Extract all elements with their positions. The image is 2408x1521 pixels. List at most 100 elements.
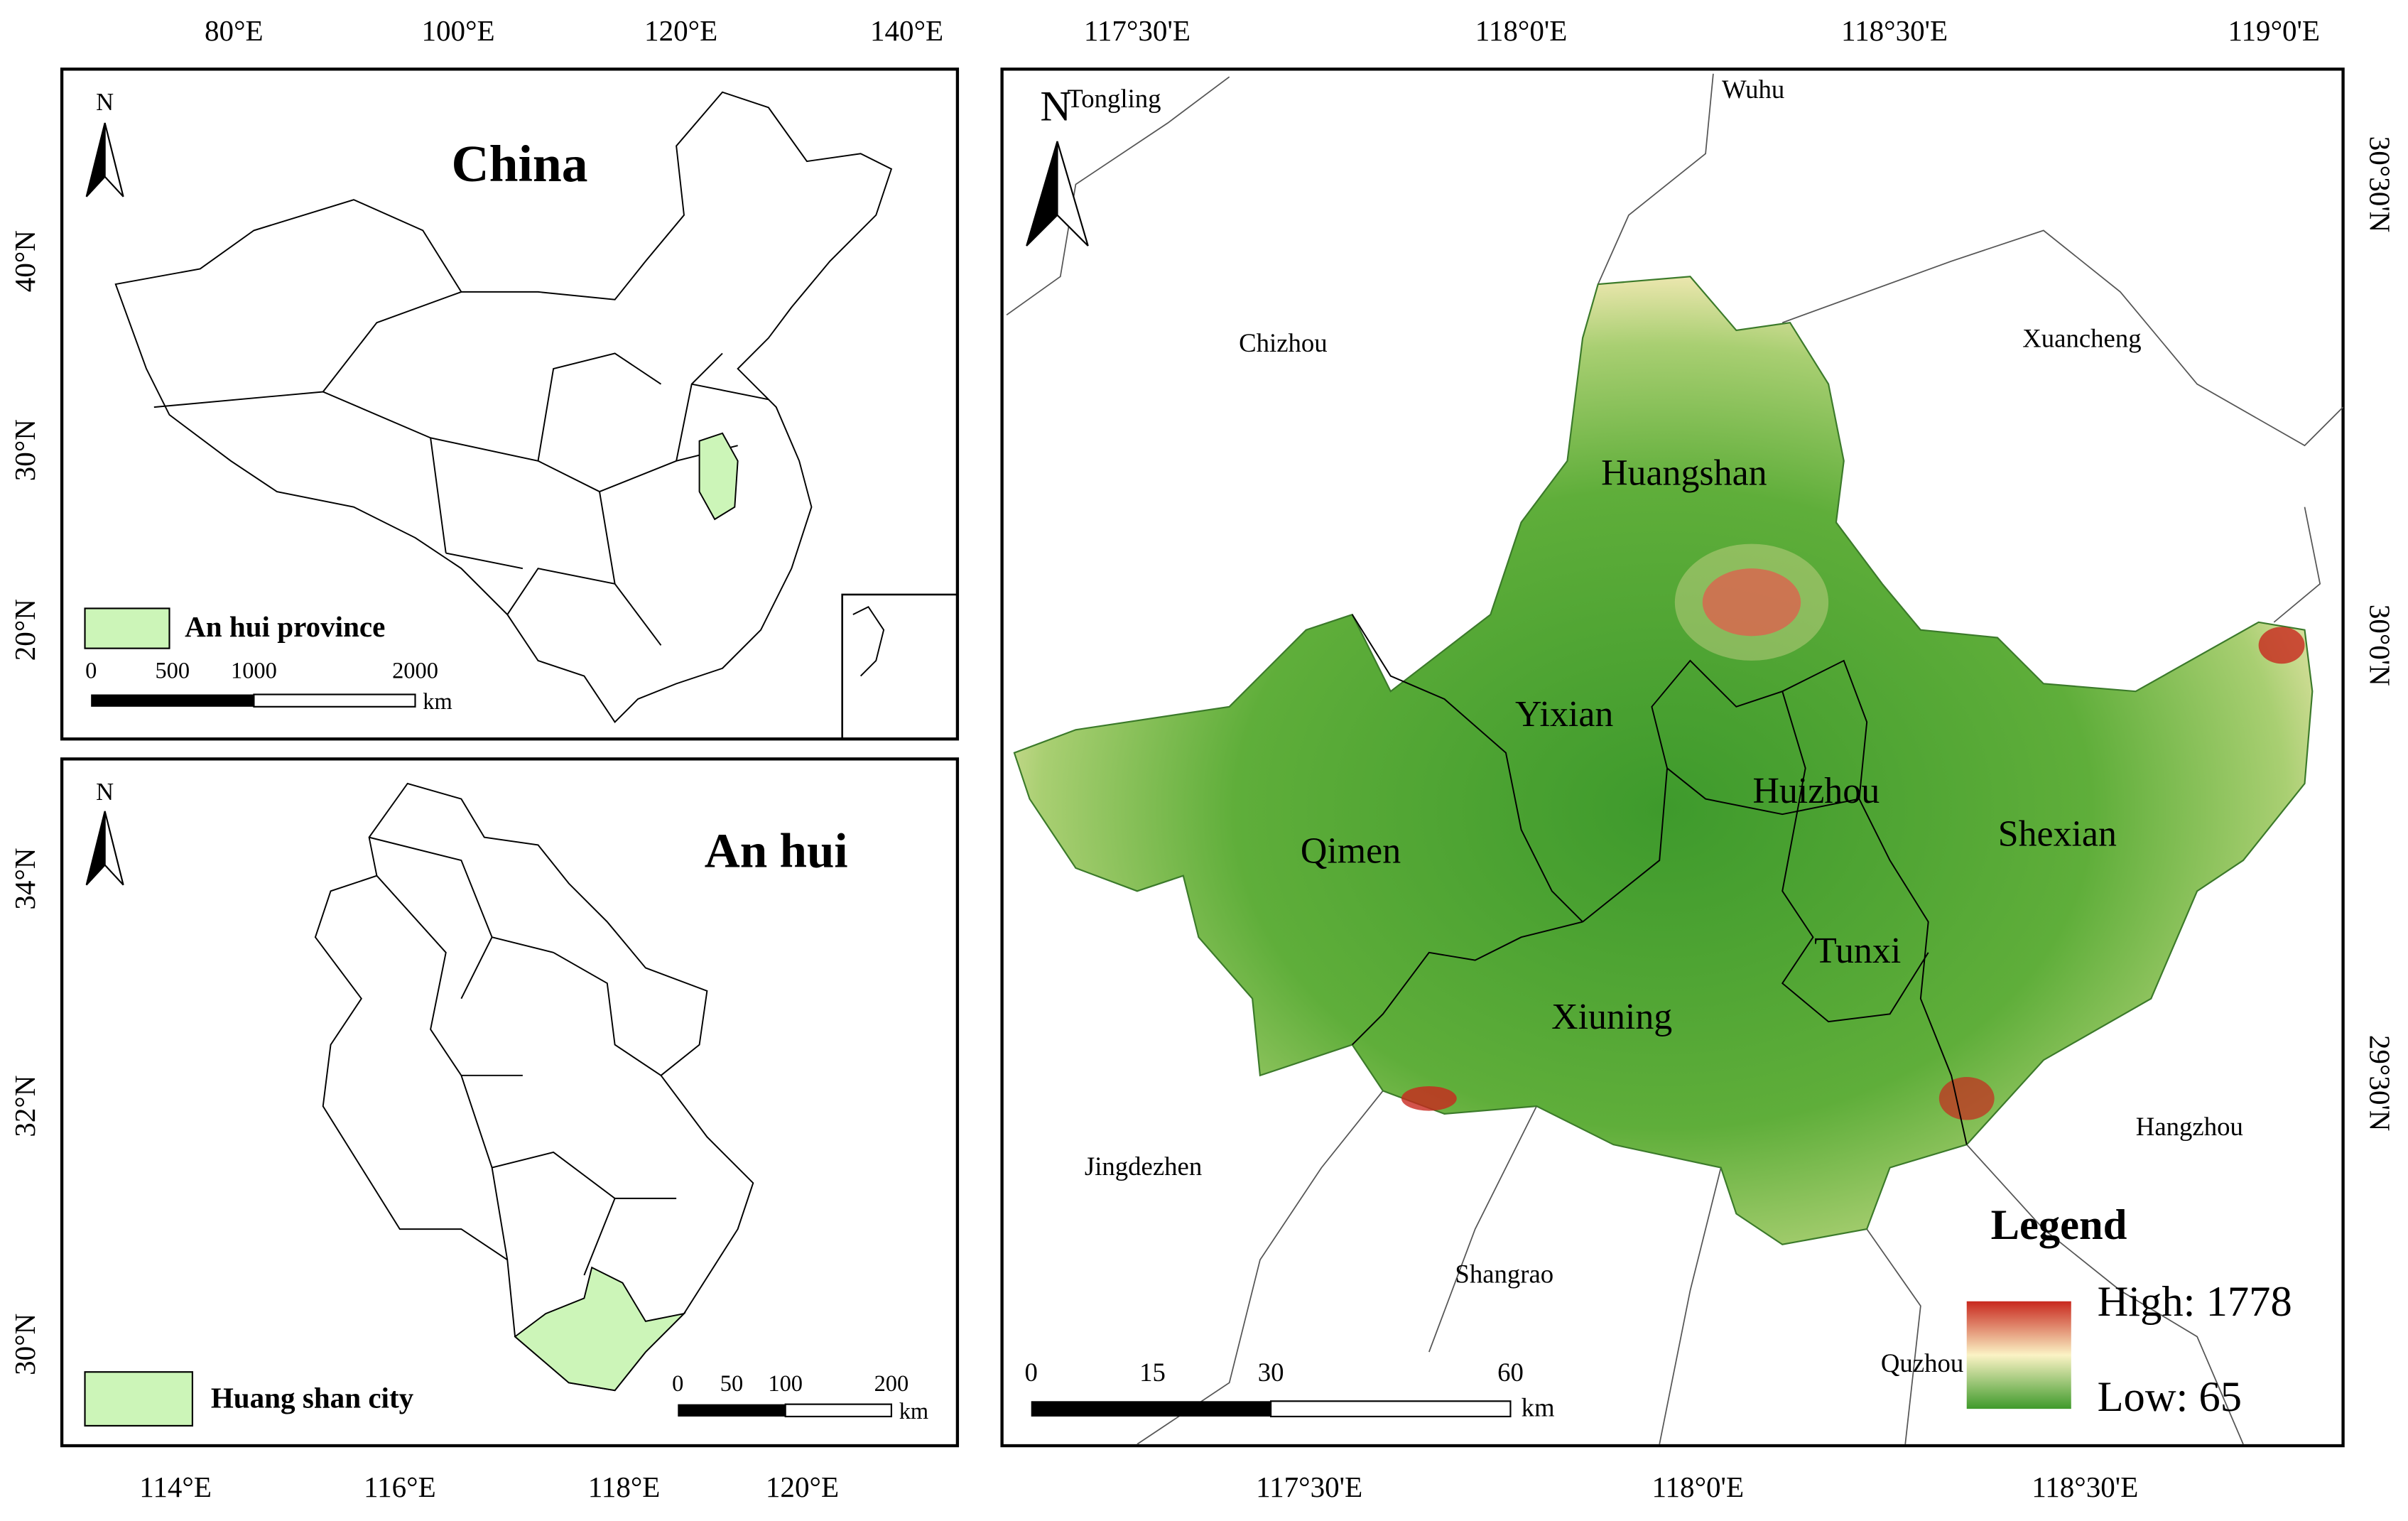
neighbor-label: Tongling	[1067, 84, 1161, 113]
north-arrow	[85, 122, 106, 197]
district-label: Xiuning	[1551, 997, 1672, 1037]
lat-tick: 20°N	[9, 599, 41, 661]
scale-label: 500	[155, 659, 190, 684]
scale-bar	[1269, 1400, 1512, 1418]
scale-bar	[784, 1403, 892, 1418]
neighbor-label: Shangrao	[1455, 1260, 1553, 1289]
neighbor-label: Wuhu	[1722, 75, 1784, 104]
lat-tick: 30°0'N	[2364, 605, 2397, 686]
scale-label: 60	[1497, 1358, 1524, 1387]
scale-bar	[91, 694, 254, 707]
legend-title: Legend	[1991, 1201, 2127, 1249]
elevation-surface	[1013, 276, 2314, 1245]
anhui-outline	[314, 782, 754, 1392]
neighbor-label: Jingdezhen	[1085, 1152, 1202, 1181]
lon-tick: 117°30'E	[1084, 14, 1191, 47]
city-lines	[369, 836, 677, 1276]
scale-label: 15	[1139, 1358, 1166, 1387]
scale-unit: km	[899, 1399, 928, 1424]
district-label: Yixian	[1515, 694, 1613, 735]
elevation-peak	[1702, 568, 1801, 637]
neighbor-label: Quzhou	[1881, 1348, 1963, 1377]
legend-label: An hui province	[185, 610, 385, 643]
scale-bar	[678, 1404, 786, 1417]
district-label: Qimen	[1301, 830, 1401, 871]
district-label: Shexian	[1998, 814, 2117, 855]
scale-label: 0	[672, 1371, 683, 1397]
lon-tick: 118°30'E	[1841, 14, 1948, 47]
panel-frame	[60, 67, 960, 741]
lon-tick: 118°0'E	[1475, 14, 1568, 47]
lon-tick: 118°30'E	[2032, 1471, 2138, 1503]
lon-tick: 114°E	[139, 1471, 212, 1503]
lon-tick: 100°E	[421, 14, 494, 47]
north-arrow	[1056, 141, 1089, 247]
lon-tick: 80°E	[205, 14, 264, 47]
legend-swatch	[84, 1371, 193, 1427]
lon-tick: 120°E	[644, 14, 717, 47]
scale-label: 50	[720, 1371, 743, 1397]
panel-frame	[1000, 67, 2345, 1448]
panel-title: An hui	[705, 823, 848, 877]
scale-label: 200	[874, 1371, 909, 1397]
district-lines	[1351, 614, 1968, 1145]
scale-label: 0	[85, 659, 97, 684]
neighbor-label: Xuancheng	[2022, 324, 2141, 353]
lat-tick: 30°30'N	[2364, 136, 2397, 233]
scale-label: 1000	[231, 659, 277, 684]
neighbor-label: Hangzhou	[2136, 1112, 2243, 1141]
north-arrow	[104, 811, 124, 886]
scale-bar	[1031, 1401, 1271, 1417]
lon-tick: 140°E	[870, 14, 943, 47]
panel-frame	[60, 757, 960, 1448]
elevation-peak	[2258, 627, 2305, 664]
north-label: N	[96, 779, 114, 806]
north-arrow	[1026, 141, 1058, 247]
district-label: Huizhou	[1752, 771, 1880, 811]
elevation-peak	[1938, 1077, 1995, 1120]
inset-coast	[852, 605, 885, 677]
scale-unit: km	[423, 689, 452, 715]
panel-title: China	[452, 134, 588, 193]
lat-tick: 34°N	[9, 848, 41, 909]
anhui-highlight	[698, 432, 739, 521]
lat-tick: 30°N	[9, 1314, 41, 1375]
legend-high: High: 1778	[2098, 1278, 2292, 1326]
huangshan-panel: 117°30'E 118°0'E 118°30'E 119°0'E 117°30…	[1000, 14, 2397, 1503]
lat-tick: 32°N	[9, 1076, 41, 1137]
lon-tick: 116°E	[364, 1471, 436, 1503]
lat-tick: 30°N	[9, 419, 41, 481]
huangshan-highlight	[514, 1266, 686, 1392]
district-label: Tunxi	[1814, 931, 1901, 971]
neighbor-boundaries	[1006, 73, 2344, 1445]
legend-ramp	[1966, 1301, 2071, 1409]
legend-low: Low: 65	[2098, 1373, 2242, 1421]
lon-tick: 118°E	[588, 1471, 661, 1503]
scale-label: 30	[1258, 1358, 1284, 1387]
china-outline	[114, 91, 893, 723]
lon-tick: 120°E	[766, 1471, 839, 1503]
inset-frame	[841, 593, 959, 740]
scale-label: 0	[1025, 1358, 1038, 1387]
scale-unit: km	[1522, 1393, 1555, 1422]
lon-tick: 118°0'E	[1652, 1471, 1745, 1503]
lat-tick: 29°30'N	[2364, 1035, 2397, 1132]
legend-label: Huang shan city	[211, 1382, 414, 1414]
north-arrow	[104, 122, 124, 197]
china-panel: 80°E 100°E 120°E 140°E 40°N 30°N 20°N Ch…	[9, 14, 960, 741]
legend-swatch	[84, 607, 170, 649]
province-lines	[153, 291, 769, 646]
lon-tick: 117°30'E	[1256, 1471, 1362, 1503]
district-label: Huangshan	[1601, 453, 1767, 493]
anhui-panel: 114°E 116°E 118°E 120°E 34°N 32°N 30°N A…	[9, 757, 960, 1503]
scale-bar	[253, 693, 416, 708]
scale-label: 2000	[392, 659, 438, 684]
neighbor-label: Chizhou	[1239, 328, 1328, 357]
north-label: N	[96, 89, 114, 116]
scale-label: 100	[768, 1371, 803, 1397]
lon-tick: 119°0'E	[2228, 14, 2320, 47]
elevation-peak	[1674, 543, 1829, 661]
elevation-peak	[1401, 1086, 1457, 1111]
